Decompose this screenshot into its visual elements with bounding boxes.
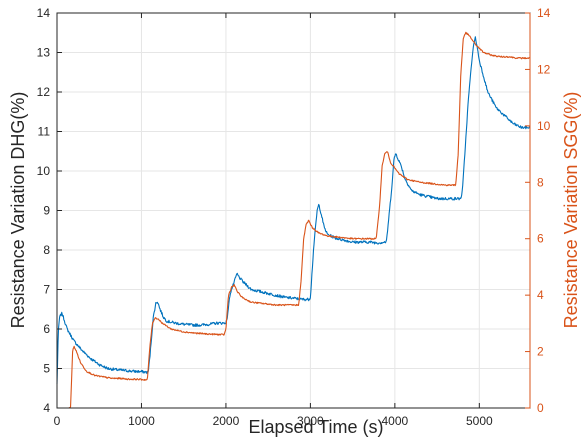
y-left-tick-label: 12: [37, 85, 51, 99]
y-right-tick-label: 0: [537, 401, 544, 415]
y-left-tick-label: 5: [43, 362, 50, 376]
y-right-tick-label: 6: [537, 232, 544, 246]
y-right-tick-label: 14: [537, 6, 551, 20]
series-line-sgg: [68, 32, 530, 408]
y-right-tick-label: 4: [537, 288, 544, 302]
y-right-axis-label: Resistance Variation SGG(%): [561, 92, 581, 329]
y-left-tick-label: 7: [43, 283, 50, 297]
y-right-tick-label: 12: [537, 62, 551, 76]
y-left-tick-label: 8: [43, 243, 50, 257]
x-tick-label: 0: [54, 414, 61, 428]
x-axis-label: Elapsed Time (s): [248, 417, 383, 437]
x-tick-label: 1000: [128, 414, 155, 428]
x-tick-label: 5000: [466, 414, 493, 428]
y-left-axis-label: Resistance Variation DHG(%): [8, 92, 28, 329]
y-right-tick-label: 8: [537, 175, 544, 189]
x-tick-label: 2000: [213, 414, 240, 428]
y-left-tick-label: 13: [37, 46, 51, 60]
x-tick-label: 4000: [382, 414, 409, 428]
y-left-tick-label: 4: [43, 401, 50, 415]
y-right-tick-label: 2: [537, 345, 544, 359]
y-right-tick-label: 10: [537, 119, 551, 133]
y-left-tick-label: 10: [37, 164, 51, 178]
x-ticks: 0 1000 2000 3000 4000 5000: [54, 13, 493, 428]
series-layer: [57, 32, 530, 408]
y-left-tick-label: 14: [37, 6, 51, 20]
y-left-tick-label: 11: [38, 125, 51, 139]
y-left-tick-label: 9: [43, 204, 50, 218]
y-left-tick-label: 6: [43, 322, 50, 336]
grid: [57, 13, 530, 408]
